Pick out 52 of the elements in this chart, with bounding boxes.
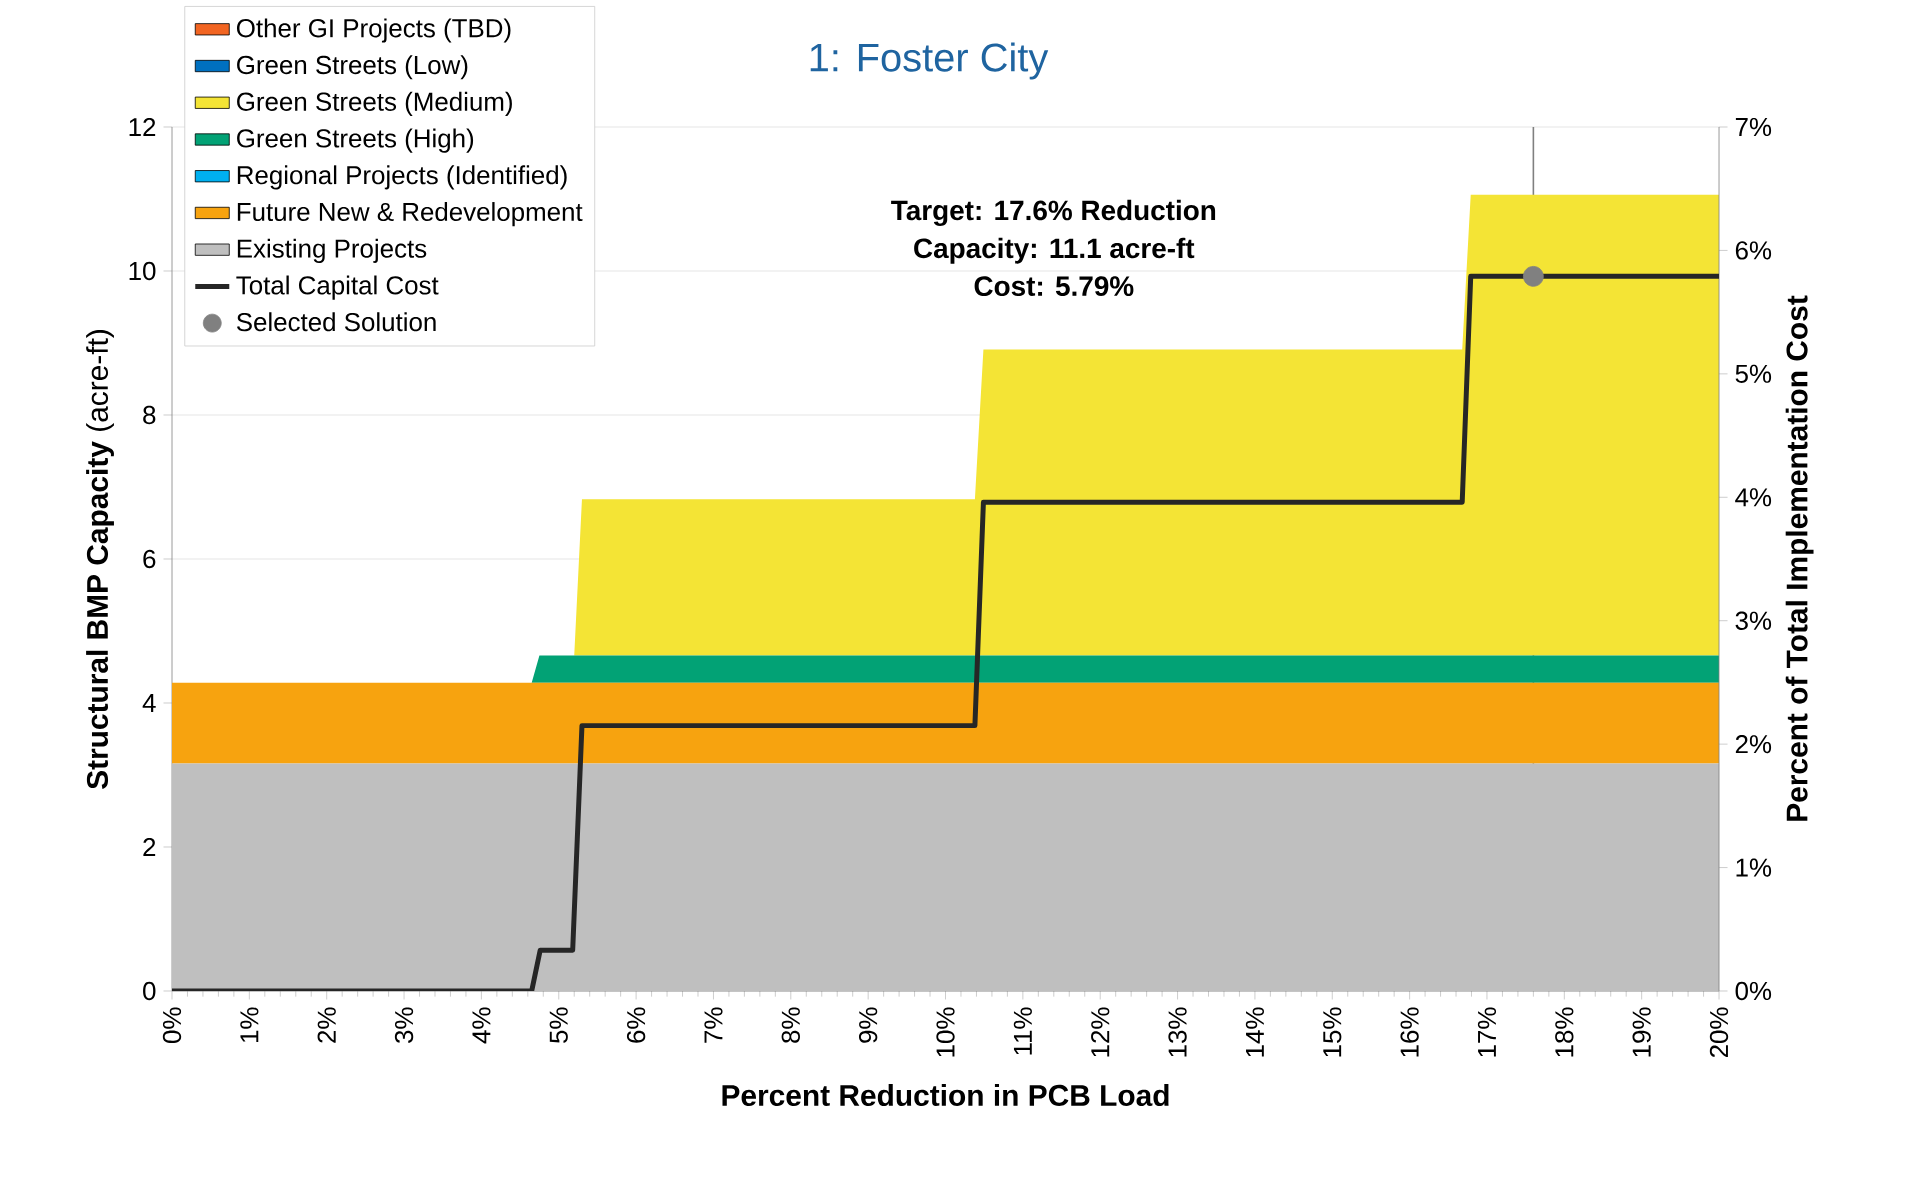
- x-tick-label: 2%: [317, 1007, 336, 1043]
- y2-tick-label: 1%: [1736, 858, 1772, 877]
- x-tick-label: 7%: [704, 1007, 723, 1043]
- legend-label: Future New & Redevelopment: [237, 202, 583, 227]
- x-tick-label: 6%: [626, 1007, 646, 1043]
- x-tick-label: 5%: [549, 1007, 568, 1043]
- x-tick-label: 16%: [1400, 1007, 1419, 1057]
- x-tick-label: 0%: [162, 1007, 182, 1043]
- y2-tick-label: 6%: [1735, 241, 1772, 260]
- x-tick-label: 8%: [781, 1007, 800, 1043]
- legend-label: Existing Projects: [237, 238, 427, 263]
- x-tick-label: 4%: [472, 1007, 491, 1044]
- y2-tick-label: 5%: [1735, 364, 1772, 383]
- x-tick-label: 19%: [1632, 1007, 1651, 1057]
- y2-tick-label: 3%: [1735, 611, 1772, 630]
- legend-label: Regional Projects (Identified): [237, 165, 567, 190]
- x-axis-title: Percent Reduction in PCB Load: [722, 1084, 1169, 1107]
- y-axis-title: Structural BMP Capacity (acre-ft): [86, 330, 114, 789]
- x-tick-label: 20%: [1709, 1007, 1729, 1058]
- x-tick-label: 17%: [1477, 1007, 1497, 1057]
- x-tick-label: 1%: [240, 1007, 259, 1043]
- legend-label: Other GI Projects (TBD): [236, 18, 511, 43]
- legend-label: Total Capital Cost: [236, 275, 439, 300]
- y2-tick-label: 2%: [1735, 735, 1772, 754]
- y-tick-label: 8: [143, 405, 156, 425]
- x-tick-label: 9%: [858, 1007, 878, 1043]
- x-tick-label: 12%: [1091, 1007, 1110, 1057]
- y2-axis-title: Percent of Total Implementation Cost: [1785, 295, 1814, 821]
- y2-tick-label: 0%: [1735, 981, 1772, 1001]
- y-tick-label: 4: [142, 694, 156, 712]
- annotation: Capacity: 11.1 acre-ft: [914, 237, 1195, 264]
- y2-tick-label: 7%: [1735, 117, 1772, 137]
- legend-label: Selected Solution: [236, 312, 436, 332]
- annotation: Target: 17.6% Reduction: [891, 199, 1216, 226]
- legend-label: Green Streets (High): [237, 128, 474, 153]
- x-tick-label: 10%: [936, 1007, 955, 1057]
- x-tick-label: 11%: [1013, 1007, 1032, 1055]
- x-tick-label: 3%: [394, 1007, 414, 1043]
- y-tick-label: 2: [143, 837, 156, 857]
- chart-title: 1: Foster City: [810, 42, 1049, 80]
- x-tick-label: 15%: [1323, 1007, 1342, 1057]
- y-tick-label: 10: [129, 261, 156, 281]
- legend-label: Green Streets (Low): [237, 55, 468, 80]
- annotation: Cost: 5.79%: [974, 276, 1134, 297]
- y-tick-label: 12: [129, 117, 156, 137]
- legend-label: Green Streets (Medium): [237, 91, 512, 117]
- y-tick-label: 6: [143, 549, 156, 569]
- y2-tick-label: 4%: [1735, 488, 1772, 507]
- y-tick-label: 0: [143, 981, 156, 1001]
- x-tick-label: 13%: [1168, 1007, 1187, 1057]
- x-tick-label: 14%: [1245, 1007, 1264, 1057]
- x-tick-label: 18%: [1555, 1007, 1574, 1057]
